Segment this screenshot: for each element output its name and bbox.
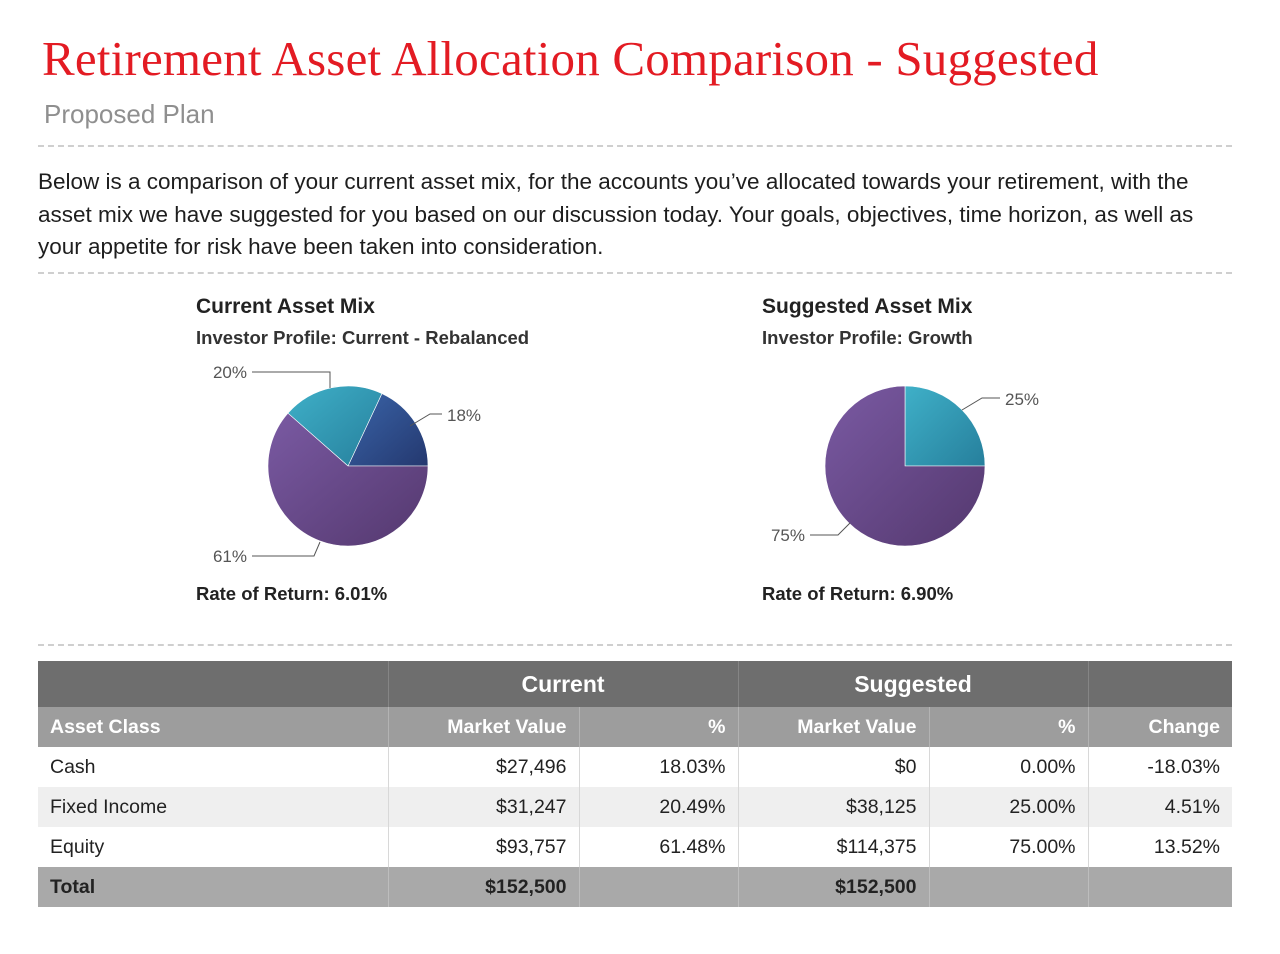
table-header: Asset Class Market Value % Market Value … [38,707,1233,747]
current-slice-equity [267,412,429,547]
header-current-pct: % [579,707,739,747]
suggested-leader-line [810,522,851,536]
total-current-pct [579,867,739,907]
cell-current-pct: 61.48% [579,827,739,867]
table-row: Cash $27,496 18.03% $0 0.00% -18.03% [38,747,1233,787]
page-title: Retirement Asset Allocation Comparison -… [42,31,1099,86]
group-header-suggested: Suggested [738,661,1089,707]
suggested-leader-line [961,397,1000,411]
group-header-blank [38,661,389,707]
header-current-value: Market Value [388,707,580,747]
total-current-value: $152,500 [388,867,580,907]
page-subtitle: Proposed Plan [44,99,215,129]
suggested-chart-profile: Investor Profile: Growth [762,327,973,348]
current-rate-of-return: Rate of Return: 6.01% [196,583,388,604]
cell-suggested-value: $114,375 [738,827,930,867]
table-total-row: Total $152,500 $152,500 [38,867,1233,907]
cell-change: 4.51% [1088,787,1233,827]
divider-bottom [38,644,1232,646]
current-leader-line [252,371,331,388]
total-suggested-pct [929,867,1089,907]
table-row: Equity $93,757 61.48% $114,375 75.00% 13… [38,827,1233,867]
current-slice-fixed-income [287,385,383,467]
suggested-chart-title: Suggested Asset Mix [762,295,973,318]
intro-paragraph: Below is a comparison of your current as… [38,169,1194,259]
cell-current-value: $93,757 [388,827,580,867]
allocation-table: Current Suggested Asset Class Market Val… [38,661,1233,907]
current-slice-label: 61% [213,547,247,566]
current-slice-label: 20% [213,363,247,382]
suggested-chart-header: Suggested Asset Mix Investor Profile: Gr… [762,295,973,349]
current-leader-line [409,413,442,427]
suggested-slice-fixed-income [904,385,986,467]
cell-current-value: $27,496 [388,747,580,787]
cell-current-pct: 20.49% [579,787,739,827]
suggested-slice-label: 25% [1005,390,1039,409]
cell-asset-class: Fixed Income [38,787,389,827]
header-suggested-value: Market Value [738,707,930,747]
header-change: Change [1088,707,1233,747]
suggested-rate-of-return: Rate of Return: 6.90% [762,583,954,604]
table-group-header: Current Suggested [38,661,1233,707]
suggested-slice-equity [824,385,986,547]
table-row: Fixed Income $31,247 20.49% $38,125 25.0… [38,787,1233,827]
total-change [1088,867,1233,907]
cell-current-pct: 18.03% [579,747,739,787]
cell-suggested-value: $38,125 [738,787,930,827]
current-slice-label: 18% [447,406,481,425]
current-leader-line [252,541,321,557]
cell-asset-class: Cash [38,747,389,787]
current-chart-title: Current Asset Mix [196,295,375,318]
cell-current-value: $31,247 [388,787,580,827]
divider-top [38,145,1232,147]
cell-suggested-pct: 0.00% [929,747,1089,787]
cell-suggested-pct: 25.00% [929,787,1089,827]
group-header-blank-right [1088,661,1233,707]
cell-suggested-value: $0 [738,747,930,787]
header-suggested-pct: % [929,707,1089,747]
total-suggested-value: $152,500 [738,867,930,907]
suggested-slice-label: 75% [771,526,805,545]
cell-suggested-pct: 75.00% [929,827,1089,867]
cell-asset-class: Equity [38,827,389,867]
divider-middle [38,272,1232,274]
cell-change: 13.52% [1088,827,1233,867]
current-chart-profile: Investor Profile: Current - Rebalanced [196,327,530,348]
cell-change: -18.03% [1088,747,1233,787]
current-chart-header: Current Asset Mix Investor Profile: Curr… [196,295,529,349]
total-label: Total [38,867,389,907]
group-header-current: Current [388,661,739,707]
header-asset-class: Asset Class [38,707,389,747]
